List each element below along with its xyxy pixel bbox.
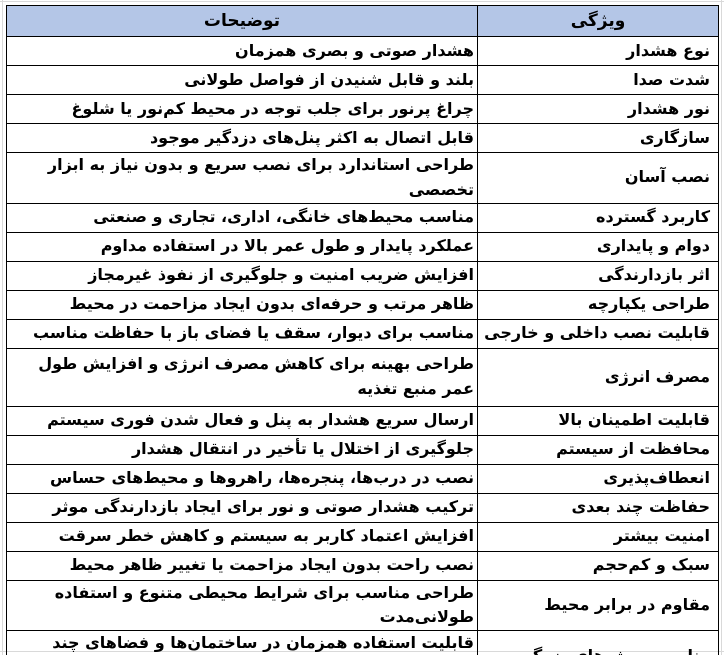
table-row: سازگاری قابل اتصال به اکثر پنل‌های دزدگی… <box>6 123 719 153</box>
feature-cell[interactable]: سازگاری <box>477 123 719 153</box>
description-cell[interactable]: ترکیب هشدار صوتی و نور برای ایجاد بازدار… <box>6 492 478 523</box>
feature-cell[interactable]: شدت صدا <box>477 65 719 95</box>
table-row: انعطاف‌پذیری نصب در درب‌ها، پنجره‌ها، را… <box>6 463 719 494</box>
table-row: کاربرد گسترده مناسب محیط‌های خانگی، ادار… <box>6 202 719 233</box>
table-row: دوام و پایداری عملکرد پایدار و طول عمر ب… <box>6 231 719 262</box>
excel-gridline-left <box>2 0 3 655</box>
table-row: سبک و کم‌حجم نصب راحت بدون ایجاد مزاحمت … <box>6 550 719 581</box>
description-cell[interactable]: طراحی مناسب برای شرایط محیطی متنوع و است… <box>6 579 478 632</box>
feature-cell[interactable]: حفاظت چند بعدی <box>477 492 719 523</box>
table-row: نور هشدار چراغ پرنور برای جلب توجه در مح… <box>6 94 719 124</box>
table-row: شدت صدا بلند و قابل شنیدن از فواصل طولان… <box>6 65 719 95</box>
table-row: اثر بازدارندگی افزایش ضریب امنیت و جلوگی… <box>6 260 719 291</box>
description-cell[interactable]: طراحی استاندارد برای نصب سریع و بدون نیا… <box>6 152 478 204</box>
description-cell[interactable]: عملکرد پایدار و طول عمر بالا در استفاده … <box>6 231 478 262</box>
header-cell-description[interactable]: توضیحات <box>6 5 478 37</box>
feature-cell[interactable]: نوع هشدار <box>477 36 719 66</box>
feature-cell[interactable]: انعطاف‌پذیری <box>477 463 719 494</box>
description-cell[interactable]: هشدار صوتی و بصری همزمان <box>6 36 478 66</box>
description-cell[interactable]: افزایش اعتماد کاربر به سیستم و کاهش خطر … <box>6 521 478 552</box>
table-row: محافظت از سیستم جلوگیری از اختلال یا تأخ… <box>6 434 719 465</box>
feature-cell[interactable]: نصب آسان <box>477 152 719 204</box>
feature-cell[interactable]: مناسب پروژه‌های بزرگ <box>477 630 719 655</box>
table-row: طراحی یکپارچه ظاهر مرتب و حرفه‌ای بدون ا… <box>6 289 719 320</box>
description-cell[interactable]: ظاهر مرتب و حرفه‌ای بدون ایجاد مزاحمت در… <box>6 289 478 320</box>
table-body: نوع هشدار هشدار صوتی و بصری همزمان شدت ص… <box>6 36 719 655</box>
description-cell[interactable]: قابل اتصال به اکثر پنل‌های دزدگیر موجود <box>6 123 478 153</box>
table-row: مناسب پروژه‌های بزرگ قابلیت استفاده همزم… <box>6 630 719 655</box>
description-cell[interactable]: مناسب برای دیوار، سقف یا فضای باز با حفا… <box>6 318 478 349</box>
table-row: حفاظت چند بعدی ترکیب هشدار صوتی و نور بر… <box>6 492 719 523</box>
features-table: ویژگی توضیحات نوع هشدار هشدار صوتی و بصر… <box>6 5 719 655</box>
description-cell[interactable]: قابلیت استفاده همزمان در ساختمان‌ها و فض… <box>6 630 478 655</box>
feature-cell[interactable]: طراحی یکپارچه <box>477 289 719 320</box>
feature-cell[interactable]: محافظت از سیستم <box>477 434 719 465</box>
feature-cell[interactable]: دوام و پایداری <box>477 231 719 262</box>
description-cell[interactable]: چراغ پرنور برای جلب توجه در محیط کم‌نور … <box>6 94 478 124</box>
feature-cell[interactable]: مصرف انرژی <box>477 347 719 407</box>
description-cell[interactable]: بلند و قابل شنیدن از فواصل طولانی <box>6 65 478 95</box>
description-cell[interactable]: جلوگیری از اختلال یا تأخیر در انتقال هشد… <box>6 434 478 465</box>
table-row: مصرف انرژی طراحی بهینه برای کاهش مصرف ان… <box>6 347 719 407</box>
feature-cell[interactable]: کاربرد گسترده <box>477 202 719 233</box>
table-header-row: ویژگی توضیحات <box>6 5 719 37</box>
feature-cell[interactable]: امنیت بیشتر <box>477 521 719 552</box>
table-row: نصب آسان طراحی استاندارد برای نصب سریع و… <box>6 152 719 204</box>
header-cell-feature[interactable]: ویژگی <box>477 5 719 37</box>
feature-cell[interactable]: اثر بازدارندگی <box>477 260 719 291</box>
table-row: قابلیت اطمینان بالا ارسال سریع هشدار به … <box>6 405 719 436</box>
feature-cell[interactable]: سبک و کم‌حجم <box>477 550 719 581</box>
feature-cell[interactable]: نور هشدار <box>477 94 719 124</box>
table-row: نوع هشدار هشدار صوتی و بصری همزمان <box>6 36 719 66</box>
excel-gridline-top <box>0 1 724 2</box>
description-cell[interactable]: ارسال سریع هشدار به پنل و فعال شدن فوری … <box>6 405 478 436</box>
excel-gridline-right <box>721 0 722 655</box>
description-cell[interactable]: نصب راحت بدون ایجاد مزاحمت یا تغییر ظاهر… <box>6 550 478 581</box>
table-row: قابلیت نصب داخلی و خارجی مناسب برای دیوا… <box>6 318 719 349</box>
feature-cell[interactable]: مقاوم در برابر محیط <box>477 579 719 632</box>
feature-cell[interactable]: قابلیت نصب داخلی و خارجی <box>477 318 719 349</box>
description-cell[interactable]: نصب در درب‌ها، پنجره‌ها، راهروها و محیط‌… <box>6 463 478 494</box>
table-row: امنیت بیشتر افزایش اعتماد کاربر به سیستم… <box>6 521 719 552</box>
description-cell[interactable]: مناسب محیط‌های خانگی، اداری، تجاری و صنع… <box>6 202 478 233</box>
description-cell[interactable]: طراحی بهینه برای کاهش مصرف انرژی و افزای… <box>6 347 478 407</box>
feature-cell[interactable]: قابلیت اطمینان بالا <box>477 405 719 436</box>
description-cell[interactable]: افزایش ضریب امنیت و جلوگیری از نفوذ غیرم… <box>6 260 478 291</box>
table-row: مقاوم در برابر محیط طراحی مناسب برای شرا… <box>6 579 719 632</box>
